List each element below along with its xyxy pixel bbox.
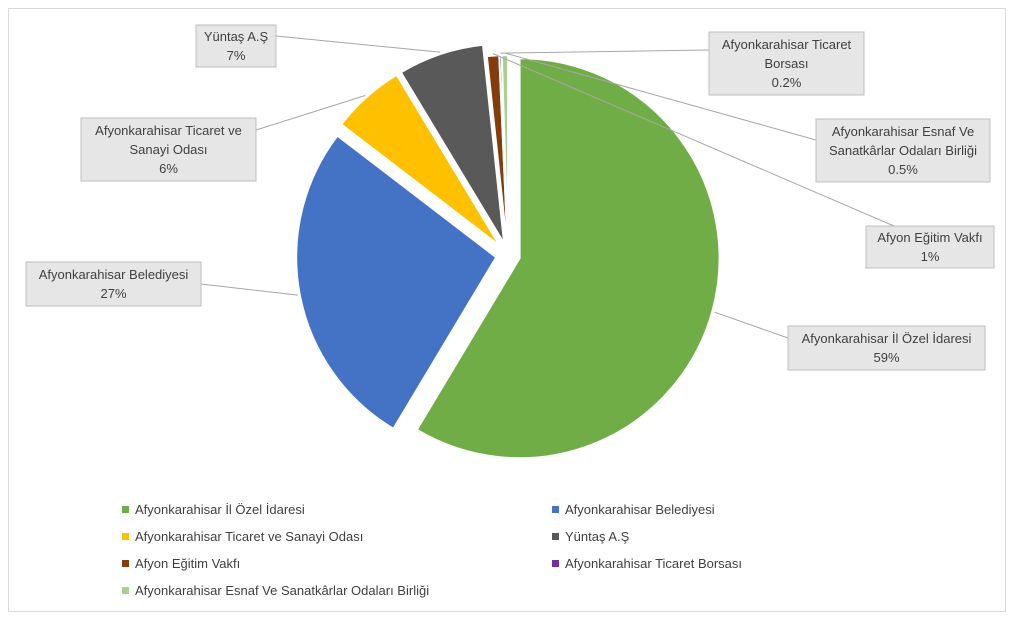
callout-value-3: 7% bbox=[227, 48, 246, 63]
callout-box-2 bbox=[80, 117, 257, 182]
legend-swatch-6 bbox=[122, 587, 129, 594]
legend-label-3: Yüntaş A.Ş bbox=[565, 529, 630, 544]
callout-box-4 bbox=[865, 225, 995, 269]
callout-box-6 bbox=[815, 118, 991, 183]
leader-line-1 bbox=[200, 283, 298, 296]
callout-label-3: Yüntaş A.Ş bbox=[204, 29, 269, 44]
legend-item-5: Afyonkarahisar Ticaret Borsası bbox=[552, 556, 742, 571]
leader-line-0 bbox=[714, 311, 789, 339]
leader-line-6 bbox=[504, 52, 817, 141]
pie-slice-1 bbox=[295, 134, 498, 431]
legend-label-4: Afyon Eğitim Vakfı bbox=[135, 556, 241, 571]
callout-value-5: 0.2% bbox=[772, 75, 802, 90]
pie-slice-3 bbox=[399, 43, 506, 245]
legend-item-6: Afyonkarahisar Esnaf Ve Sanatkârlar Odal… bbox=[122, 583, 429, 598]
legend-swatch-2 bbox=[122, 533, 129, 540]
callout-label-5: Afyonkarahisar Ticaret bbox=[722, 37, 852, 52]
legend-item-3: Yüntaş A.Ş bbox=[552, 529, 629, 544]
legend-swatch-4 bbox=[122, 560, 129, 567]
callout-label-2: Afyonkarahisar Ticaret ve bbox=[95, 123, 242, 138]
leader-line-2 bbox=[255, 95, 366, 131]
callout-box-5 bbox=[708, 31, 865, 96]
callout-box-0 bbox=[787, 325, 986, 371]
legend-label-5: Afyonkarahisar Ticaret Borsası bbox=[565, 556, 743, 571]
legend-label-2: Afyonkarahisar Ticaret ve Sanayi Odası bbox=[135, 529, 364, 544]
callout-box-1 bbox=[25, 261, 202, 307]
callout-box-3 bbox=[195, 24, 277, 68]
legend-label-1: Afyonkarahisar Belediyesi bbox=[565, 502, 715, 517]
leader-line-3 bbox=[275, 35, 440, 53]
callout-label-4: Afyon Eğitim Vakfı bbox=[877, 230, 982, 245]
legend-swatch-0 bbox=[122, 506, 129, 513]
legend-item-1: Afyonkarahisar Belediyesi bbox=[552, 502, 715, 517]
callout-label-6: Sanatkârlar Odaları Birliği bbox=[829, 143, 977, 158]
pie-slice-6 bbox=[500, 53, 509, 256]
legend-label-6: Afyonkarahisar Esnaf Ve Sanatkârlar Odal… bbox=[135, 583, 430, 598]
pie-slice-0 bbox=[415, 57, 721, 460]
legend-item-0: Afyonkarahisar İl Özel İdaresi bbox=[122, 502, 305, 517]
legend-swatch-3 bbox=[552, 533, 559, 540]
callout-value-0: 59% bbox=[873, 350, 899, 365]
legend-item-4: Afyon Eğitim Vakfı bbox=[122, 556, 240, 571]
callout-label-2: Sanayi Odası bbox=[129, 142, 207, 157]
callout-label-6: Afyonkarahisar Esnaf Ve bbox=[832, 124, 974, 139]
leader-line-5 bbox=[500, 49, 710, 54]
callout-value-4: 1% bbox=[921, 249, 940, 264]
legend-label-0: Afyonkarahisar İl Özel İdaresi bbox=[135, 502, 305, 517]
pie-slice-2 bbox=[339, 73, 501, 247]
legend-swatch-1 bbox=[552, 506, 559, 513]
callout-label-1: Afyonkarahisar Belediyesi bbox=[39, 267, 189, 282]
legend-item-2: Afyonkarahisar Ticaret ve Sanayi Odası bbox=[122, 529, 363, 544]
legend-swatch-5 bbox=[552, 560, 559, 567]
callout-value-6: 0.5% bbox=[888, 162, 918, 177]
leader-line-4 bbox=[492, 53, 895, 227]
callout-label-0: Afyonkarahisar İl Özel İdaresi bbox=[802, 331, 972, 346]
callout-label-5: Borsası bbox=[764, 56, 808, 71]
callout-value-2: 6% bbox=[159, 161, 178, 176]
callout-value-1: 27% bbox=[100, 286, 126, 301]
